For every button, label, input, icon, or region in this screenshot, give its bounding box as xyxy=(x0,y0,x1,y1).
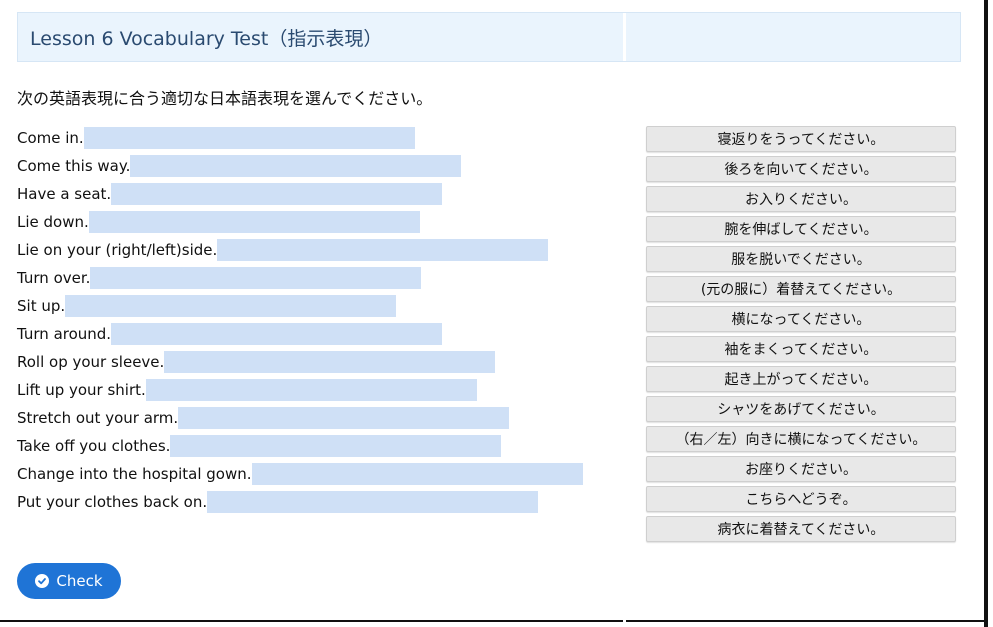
prompt-text: Come in. xyxy=(17,128,84,147)
window-bottom-border xyxy=(0,620,988,622)
answer-drop-zone[interactable] xyxy=(111,183,443,205)
prompt-text: Come this way. xyxy=(17,156,131,175)
prompt-row: Come this way. xyxy=(17,152,583,180)
choice-tile[interactable]: こちらへどうぞ。 xyxy=(646,486,956,512)
prompt-text: Turn around. xyxy=(17,324,112,343)
prompt-row: Roll op your sleeve. xyxy=(17,348,583,376)
answer-drop-zone[interactable] xyxy=(217,239,549,261)
choice-tile[interactable]: 服を脱いでください。 xyxy=(646,246,956,272)
answer-drop-zone[interactable] xyxy=(164,351,496,373)
choice-tile[interactable]: 腕を伸ばしてください。 xyxy=(646,216,956,242)
answer-drop-zone[interactable] xyxy=(88,211,420,233)
prompt-text: Take off you clothes. xyxy=(17,436,171,455)
answer-drop-zone[interactable] xyxy=(251,463,583,485)
prompt-text: Lift up your shirt. xyxy=(17,380,146,399)
prompt-row: Turn around. xyxy=(17,320,583,348)
prompt-row: Sit up. xyxy=(17,292,583,320)
choice-tile[interactable]: （右／左）向きに横になってください。 xyxy=(646,426,956,452)
choice-tile[interactable]: 横になってください。 xyxy=(646,306,956,332)
prompt-row: Lie down. xyxy=(17,208,583,236)
choice-tile[interactable]: お入りください。 xyxy=(646,186,956,212)
prompt-text: Stretch out your arm. xyxy=(17,408,179,427)
header-divider xyxy=(623,13,626,61)
prompt-text: Lie on your (right/left)side. xyxy=(17,240,218,259)
choice-tile[interactable]: シャツをあげてください。 xyxy=(646,396,956,422)
prompt-row: Have a seat. xyxy=(17,180,583,208)
prompt-row: Lie on your (right/left)side. xyxy=(17,236,583,264)
answer-drop-zone[interactable] xyxy=(83,127,415,149)
choice-tile[interactable]: 後ろを向いてください。 xyxy=(646,156,956,182)
answer-drop-zone[interactable] xyxy=(178,407,510,429)
instruction-text: 次の英語表現に合う適切な日本語表現を選んでください。 xyxy=(17,89,433,108)
title-bar: Lesson 6 Vocabulary Test（指示表現） xyxy=(17,12,961,62)
prompt-text: Change into the hospital gown. xyxy=(17,464,252,483)
prompt-text: Turn over. xyxy=(17,268,91,287)
prompt-text: Sit up. xyxy=(17,296,66,315)
choice-tile[interactable]: 寝返りをうってください。 xyxy=(646,126,956,152)
prompt-row: Put your clothes back on. xyxy=(17,488,583,516)
prompt-list: Come in. Come this way. Have a seat. Lie… xyxy=(17,124,583,516)
prompt-row: Take off you clothes. xyxy=(17,432,583,460)
answer-drop-zone[interactable] xyxy=(170,435,502,457)
window-right-border xyxy=(984,0,988,627)
prompt-row: Come in. xyxy=(17,124,583,152)
choice-tile[interactable]: 起き上がってください。 xyxy=(646,366,956,392)
prompt-row: Turn over. xyxy=(17,264,583,292)
choice-tile[interactable]: (元の服に）着替えてください。 xyxy=(646,276,956,302)
check-button[interactable]: Check xyxy=(17,563,121,599)
page-title: Lesson 6 Vocabulary Test（指示表現） xyxy=(30,28,383,50)
answer-drop-zone[interactable] xyxy=(145,379,477,401)
prompt-row: Change into the hospital gown. xyxy=(17,460,583,488)
prompt-row: Stretch out your arm. xyxy=(17,404,583,432)
prompt-row: Lift up your shirt. xyxy=(17,376,583,404)
prompt-text: Roll op your sleeve. xyxy=(17,352,165,371)
choice-tile[interactable]: 病衣に着替えてください。 xyxy=(646,516,956,542)
answer-drop-zone[interactable] xyxy=(207,491,539,513)
choice-tile[interactable]: お座りください。 xyxy=(646,456,956,482)
check-circle-icon xyxy=(35,574,50,588)
choice-list: 寝返りをうってください。 後ろを向いてください。 お入りください。 腕を伸ばして… xyxy=(646,126,956,546)
prompt-text: Have a seat. xyxy=(17,184,112,203)
prompt-text: Put your clothes back on. xyxy=(17,492,208,511)
answer-drop-zone[interactable] xyxy=(130,155,462,177)
answer-drop-zone[interactable] xyxy=(90,267,422,289)
choice-tile[interactable]: 袖をまくってください。 xyxy=(646,336,956,362)
check-button-label: Check xyxy=(56,572,103,590)
answer-drop-zone[interactable] xyxy=(111,323,443,345)
prompt-text: Lie down. xyxy=(17,212,89,231)
answer-drop-zone[interactable] xyxy=(65,295,397,317)
